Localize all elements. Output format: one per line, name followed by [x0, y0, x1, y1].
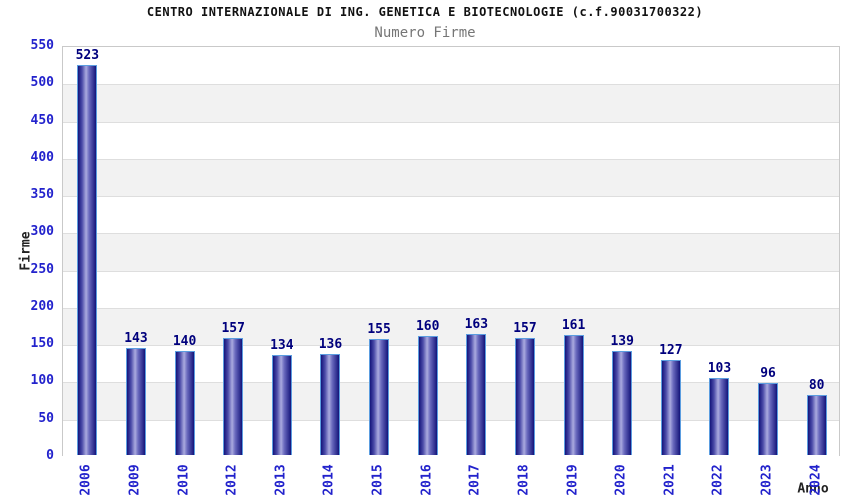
x-tick-label: 2017	[467, 464, 483, 496]
y-tick-label: 400	[30, 149, 54, 165]
bar	[660, 360, 681, 455]
x-tick-label: 2009	[127, 464, 143, 496]
x-tick-label: 2015	[370, 464, 386, 496]
y-tick-label: 0	[46, 448, 54, 463]
plot-band-gray	[63, 84, 839, 122]
y-tick-label: 450	[30, 112, 54, 128]
gridline	[63, 270, 839, 272]
x-tick-label: 2018	[516, 464, 532, 496]
plot-band-gray	[63, 158, 839, 197]
bar-value-label: 96	[760, 366, 776, 382]
gridline	[63, 233, 839, 235]
bar	[320, 353, 341, 455]
bar-value-label: 134	[270, 338, 294, 354]
bar	[271, 355, 292, 455]
y-tick-label: 250	[30, 261, 54, 277]
y-tick-label: 150	[30, 336, 54, 352]
plot-band-white	[63, 47, 839, 85]
plot-area: 523 143 140 157 134 136 155 160 163 157 161 139 127 1…	[62, 46, 840, 457]
x-tick-label: 2024	[808, 464, 824, 496]
bar	[806, 395, 827, 455]
bar	[563, 334, 584, 455]
bar-value-label: 160	[415, 318, 440, 334]
y-tick-label: 200	[30, 298, 54, 314]
bar-value-label: 127	[659, 343, 683, 359]
chart-subtitle: Numero Firme	[374, 25, 476, 41]
bar-value-label: 140	[172, 333, 197, 349]
bar-value-label: 136	[318, 336, 343, 352]
x-tick-label: 2023	[759, 464, 775, 496]
x-tick-label: 2021	[662, 464, 678, 496]
gridline	[63, 84, 839, 86]
plot-band-white	[63, 270, 839, 308]
bar	[709, 378, 730, 455]
plot-band-white	[63, 121, 839, 159]
gridline	[63, 307, 839, 309]
y-tick-label: 100	[30, 373, 54, 389]
gridline	[63, 345, 839, 347]
x-tick-label: 2006	[78, 464, 94, 496]
x-tick-label: 2020	[613, 464, 629, 496]
bar	[125, 348, 146, 455]
x-tick-label: 2016	[419, 464, 435, 496]
gridline	[63, 382, 839, 384]
bar	[758, 383, 779, 455]
y-tick-label: 550	[30, 38, 54, 53]
bar	[369, 339, 390, 455]
y-tick-label: 50	[38, 410, 54, 426]
gridline	[63, 419, 839, 421]
bar	[174, 350, 195, 455]
gridline	[63, 196, 839, 198]
bar-value-label: 523	[75, 48, 100, 64]
bar-value-label: 157	[221, 320, 245, 336]
bar	[77, 65, 98, 455]
gridline	[63, 121, 839, 123]
bar	[417, 335, 438, 455]
bar-value-label: 80	[808, 378, 825, 394]
bar-value-label: 155	[367, 322, 391, 338]
x-tick-label: 2013	[273, 464, 289, 496]
bar-value-label: 143	[124, 331, 148, 347]
x-axis-label: Anno	[797, 481, 829, 497]
y-tick-label: 350	[30, 187, 54, 203]
x-tick-label: 2022	[710, 464, 726, 496]
gridline	[63, 158, 839, 160]
x-tick-label: 2010	[176, 464, 192, 496]
x-tick-label: 2019	[565, 464, 581, 496]
bar-value-label: 161	[561, 317, 586, 333]
bar-value-label: 139	[610, 334, 634, 350]
y-tick-label: 500	[30, 75, 54, 91]
plot-band-gray	[63, 307, 839, 346]
bar-value-label: 157	[513, 320, 537, 336]
x-tick-label: 2012	[224, 464, 240, 496]
bar	[612, 351, 633, 455]
bar	[223, 337, 244, 455]
bar-value-label: 103	[707, 361, 732, 377]
bar	[514, 337, 535, 455]
x-tick-label: 2014	[321, 464, 337, 496]
plot-band-white	[63, 196, 839, 234]
bar	[466, 333, 487, 455]
plot-band-gray	[63, 233, 839, 271]
y-tick-label: 300	[30, 224, 54, 240]
bar-value-label: 163	[464, 316, 489, 332]
chart-title: CENTRO INTERNAZIONALE DI ING. GENETICA E…	[146, 5, 704, 19]
